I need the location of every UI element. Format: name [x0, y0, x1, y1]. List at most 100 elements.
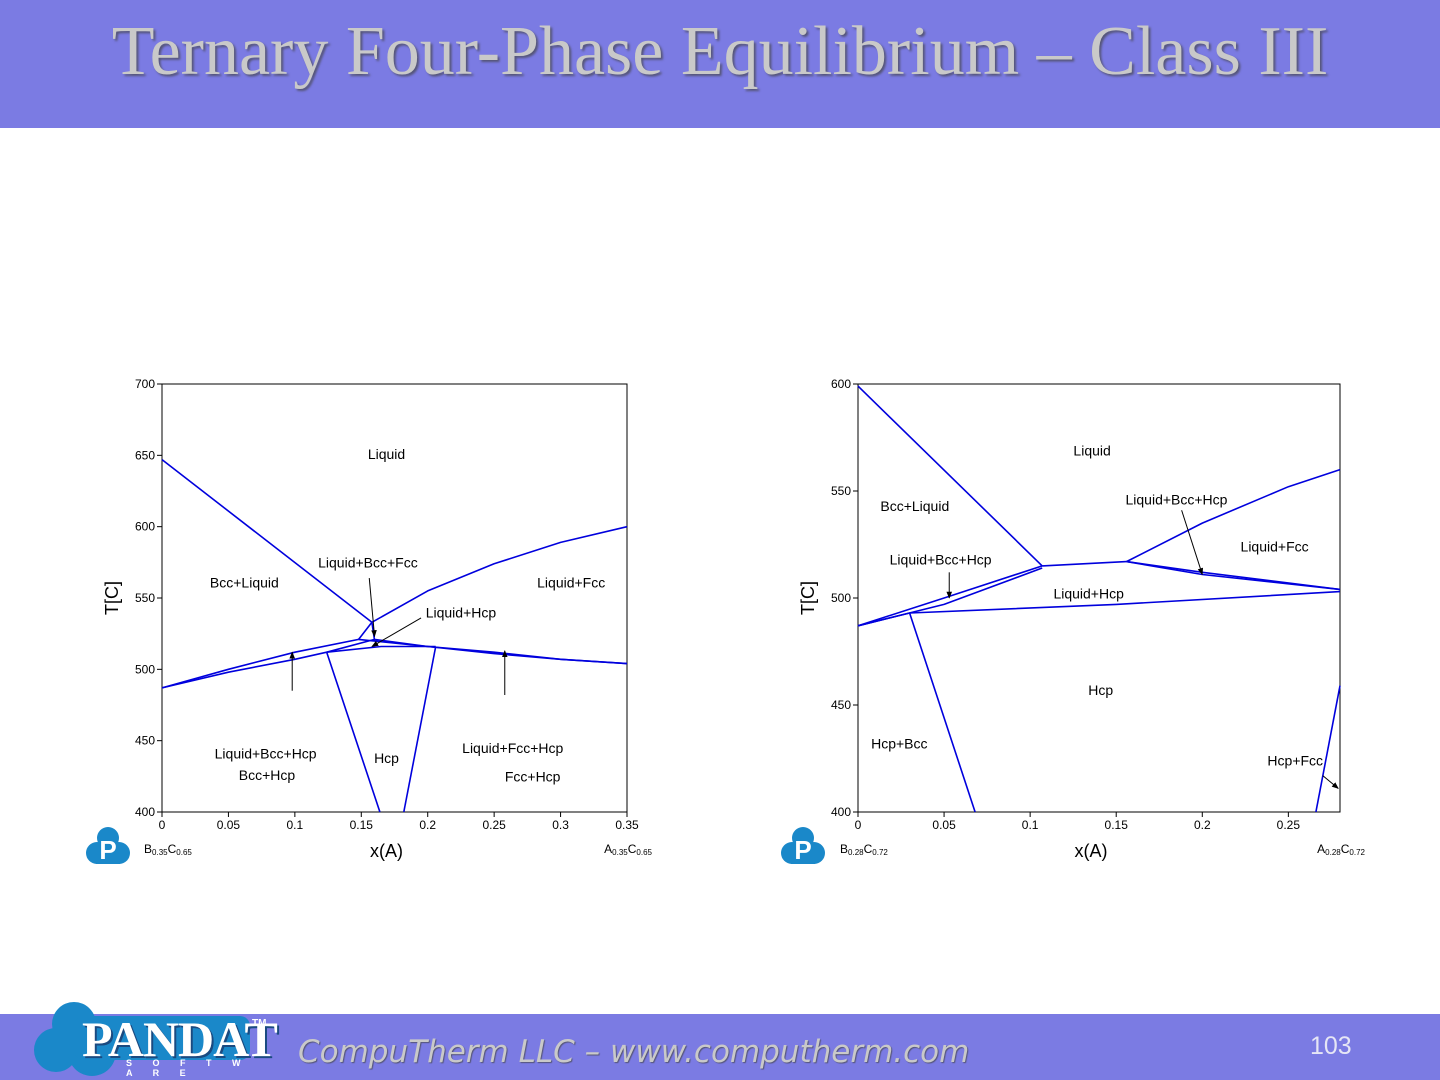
annotation-arrow	[371, 617, 422, 647]
region-label: Hcp	[374, 750, 399, 766]
y-axis-label: T[C]	[102, 581, 122, 615]
page-number: 103	[1310, 1032, 1352, 1060]
region-label: Bcc+Liquid	[210, 574, 279, 590]
phase-boundary	[857, 385, 1043, 567]
phase-boundary	[857, 612, 910, 627]
left-composition-label-part: 0.35	[152, 848, 168, 857]
region-label: Liquid	[1073, 442, 1110, 458]
svg-text:P: P	[99, 835, 116, 865]
right-composition-label-part: 0.35	[612, 848, 628, 857]
pandat-wordmark: PANDAT	[82, 1011, 278, 1067]
region-label: Hcp+Bcc	[871, 736, 927, 752]
slide-title: Ternary Four-Phase Equilibrium – Class I…	[111, 13, 1329, 90]
right-composition-label: A0.28C0.72	[1317, 842, 1365, 857]
pandat-cloud-icon	[34, 1002, 250, 1076]
y-tick-label: 550	[135, 591, 155, 605]
phase-boundary	[161, 458, 373, 623]
x-tick-label: 0.15	[1105, 818, 1129, 832]
left-composition-label-part: B	[144, 842, 152, 856]
annotation-arrow	[368, 577, 377, 638]
phase-boundary	[403, 646, 437, 813]
pandat-logo: PANDAT S O F T W A R E TM	[34, 998, 278, 1080]
region-label: Bcc+Liquid	[880, 498, 949, 514]
phase-boundary	[908, 612, 976, 813]
region-label: Liquid+Bcc+Hcp	[215, 746, 317, 762]
right-composition-label-part: A	[604, 842, 612, 856]
region-label: Liquid+Hcp	[1053, 586, 1124, 602]
title-band	[0, 0, 1440, 128]
x-tick-label: 0	[855, 818, 862, 832]
x-tick-label: 0.25	[482, 818, 506, 832]
right-composition-label: A0.35C0.65	[604, 842, 652, 857]
region-label: Liquid+Hcp	[426, 604, 497, 620]
y-tick-label: 500	[831, 591, 851, 605]
x-tick-label: 0.1	[287, 818, 304, 832]
left-composition-label-part: 0.72	[872, 848, 888, 857]
region-label: Hcp+Fcc	[1267, 753, 1323, 769]
right-composition-label-part: C	[1341, 842, 1350, 856]
y-tick-label: 450	[135, 734, 155, 748]
left-composition-label-part: C	[168, 842, 177, 856]
x-axis-label: x(A)	[370, 841, 403, 861]
phase-boundary	[374, 638, 628, 665]
x-tick-label: 0.1	[1022, 818, 1039, 832]
y-tick-label: 400	[831, 805, 851, 819]
right-composition-label-part: A	[1317, 842, 1325, 856]
left-composition-label: B0.28C0.72	[840, 842, 888, 857]
phase-boundary	[909, 590, 1341, 614]
trademark-mark: TM	[252, 1018, 267, 1029]
region-label: Fcc+Hcp	[505, 768, 561, 784]
y-tick-label: 550	[831, 484, 851, 498]
region-label: Liquid+Bcc+Fcc	[318, 554, 418, 570]
left-composition-label-part: B	[840, 842, 848, 856]
phase-boundary	[1126, 468, 1341, 563]
phase-boundary	[326, 638, 375, 653]
phase-boundary	[161, 651, 327, 689]
phase-boundary	[371, 525, 628, 623]
y-tick-label: 600	[135, 520, 155, 534]
footer-company: CompuTherm LLC – www.computherm.com	[298, 1034, 970, 1070]
y-tick-label: 400	[135, 805, 155, 819]
x-tick-label: 0.35	[615, 818, 639, 832]
phase-boundary	[357, 621, 373, 640]
left-composition-label: B0.35C0.65	[144, 842, 192, 857]
phase-diagram-right: 0 0.05 0.1 0.15 0.2 0.25 400 450 500 550 600 x(A) T[…	[798, 377, 1366, 861]
region-label: Liquid	[368, 446, 405, 462]
x-tick-label: 0.05	[932, 818, 956, 832]
y-tick-label: 500	[135, 662, 155, 676]
pandat-p-icon: P	[86, 827, 130, 865]
region-label: Liquid+Bcc+Hcp	[890, 551, 992, 567]
y-tick-label: 700	[135, 377, 155, 391]
right-composition-label-part: 0.72	[1349, 848, 1365, 857]
right-composition-label-part: 0.28	[1325, 848, 1341, 857]
x-tick-label: 0.3	[552, 818, 569, 832]
y-tick-label: 450	[831, 698, 851, 712]
pandat-p-icon: P	[781, 827, 825, 865]
right-composition-label-part: C	[628, 842, 637, 856]
x-tick-label: 0.2	[1194, 818, 1211, 832]
x-axis-label: x(A)	[1075, 841, 1108, 861]
phase-boundary	[326, 645, 436, 653]
x-tick-label: 0	[159, 818, 166, 832]
phase-boundary	[1315, 685, 1341, 813]
x-tick-label: 0.15	[350, 818, 374, 832]
phase-boundary	[325, 651, 381, 813]
y-tick-label: 650	[135, 448, 155, 462]
right-composition-label-part: 0.65	[636, 848, 652, 857]
annotation-arrow	[1322, 775, 1339, 789]
x-tick-label: 0.2	[419, 818, 436, 832]
phase-boundary	[1042, 560, 1127, 567]
region-label: Liquid+Fcc	[537, 574, 605, 590]
phase-diagram-left: 0 0.05 0.1 0.15 0.2 0.25 0.3 0.35 400 450 500 550 60…	[102, 377, 653, 861]
left-composition-label-part: 0.65	[176, 848, 192, 857]
region-label: Bcc+Hcp	[239, 767, 296, 783]
phase-boundary	[161, 638, 359, 689]
svg-text:P: P	[794, 835, 811, 865]
left-composition-label-part: C	[864, 842, 873, 856]
x-tick-label: 0.05	[217, 818, 241, 832]
x-tick-label: 0.25	[1277, 818, 1301, 832]
y-axis-label: T[C]	[798, 581, 818, 615]
phase-boundary	[857, 565, 1043, 627]
region-label: Liquid+Fcc	[1241, 539, 1309, 555]
